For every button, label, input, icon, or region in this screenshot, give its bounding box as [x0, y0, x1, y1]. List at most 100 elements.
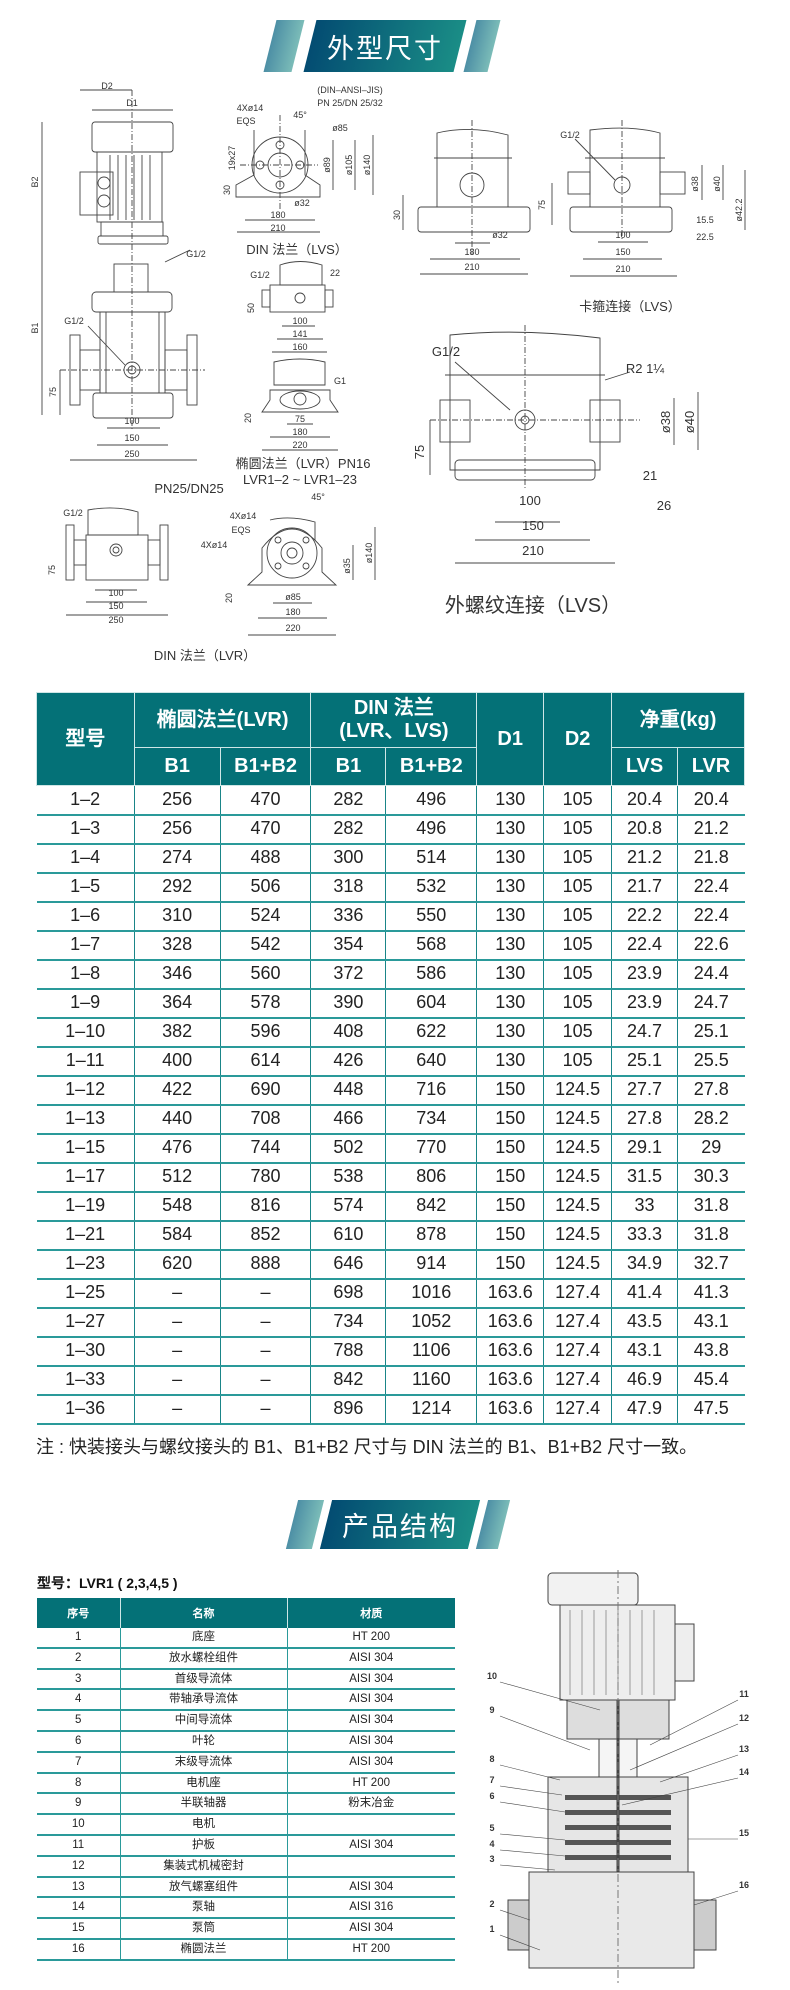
- header-din-line2: (LVR、LVS): [339, 720, 449, 742]
- table-cell: 1–10: [36, 1017, 135, 1048]
- dim-label: 4Xø14: [230, 511, 257, 521]
- table-cell: 1–6: [36, 901, 135, 932]
- part-material: AISI 304: [287, 1918, 455, 1940]
- table-row: 1–36– –896 1214 163.6 127.4 47.9 47.5: [36, 1394, 745, 1425]
- table-cell: 914: [385, 1249, 478, 1280]
- callout-number: 2: [489, 1899, 494, 1909]
- table-cell: 708: [219, 1104, 312, 1135]
- table-cell: 33: [611, 1191, 678, 1222]
- part-name: 电机座: [120, 1772, 288, 1795]
- table-cell: 20.4: [611, 785, 678, 816]
- table-cell: 596: [219, 1017, 312, 1048]
- table-cell: 105: [543, 785, 613, 816]
- table-cell: 163.6: [476, 1336, 545, 1367]
- dim-label: 250: [108, 615, 123, 625]
- table-cell: 23.9: [611, 988, 678, 1019]
- dim-label: 100: [124, 416, 139, 426]
- table-cell: 150: [476, 1220, 545, 1251]
- part-material: AISI 304: [287, 1647, 455, 1670]
- dim-label: 22.5: [696, 232, 714, 242]
- thread-connection-drawing: [429, 325, 699, 564]
- section-title: 产品结构: [342, 1512, 458, 1543]
- table-cell: –: [219, 1307, 312, 1338]
- dim-label: ø42.2: [734, 198, 744, 221]
- dim-label: 100: [615, 230, 630, 240]
- dim-label: 4Xø14: [201, 540, 228, 550]
- table-cell: 542: [219, 930, 312, 961]
- table-cell: 32.7: [677, 1249, 745, 1280]
- callout-number: 11: [739, 1689, 749, 1699]
- parts-row: 15 泵筒 AISI 304: [37, 1918, 455, 1940]
- dim-label: B1: [30, 322, 40, 333]
- header-model: 型号: [36, 692, 135, 786]
- parts-table: 序号 名称 材质 1 底座 HT 200 2 放水螺栓组件 AISI 304 3 首级导流体 A…: [37, 1598, 455, 1961]
- table-cell: 806: [385, 1162, 478, 1193]
- spec-section: 型号 椭圆法兰(LVR) DIN 法兰 (LVR、LVS) D1 D2 净重(kg…: [36, 692, 745, 1459]
- part-index: 2: [37, 1647, 121, 1670]
- main-pump-drawing: [41, 89, 205, 461]
- table-cell: 690: [219, 1075, 312, 1106]
- table-cell: 29.1: [611, 1133, 678, 1164]
- drawing-caption: DIN 法兰（LVR）: [154, 648, 256, 663]
- table-cell: 21.7: [611, 872, 678, 903]
- header-index: 序号: [37, 1598, 121, 1628]
- table-cell: 1160: [385, 1365, 478, 1396]
- table-cell: 440: [133, 1104, 221, 1135]
- table-cell: 496: [385, 785, 478, 816]
- parts-row: 2 放水螺栓组件 AISI 304: [37, 1647, 455, 1670]
- table-cell: 127.4: [543, 1394, 613, 1425]
- table-cell: 292: [133, 872, 221, 903]
- parts-row: 8 电机座 HT 200: [37, 1772, 455, 1795]
- dim-label: ø140: [364, 543, 374, 564]
- callout-number: 13: [739, 1744, 749, 1754]
- table-cell: –: [133, 1278, 221, 1309]
- table-cell: 22.6: [677, 930, 745, 961]
- table-cell: 124.5: [543, 1220, 613, 1251]
- dim-label: 100: [108, 588, 123, 598]
- dim-label: 20: [243, 413, 253, 423]
- table-cell: 734: [310, 1307, 387, 1338]
- table-cell: 1–21: [36, 1220, 135, 1251]
- table-cell: 282: [310, 814, 387, 845]
- part-name: 末级导流体: [120, 1751, 288, 1774]
- part-material: [287, 1855, 455, 1878]
- table-cell: 25.5: [677, 1046, 745, 1077]
- table-cell: 622: [385, 1017, 478, 1048]
- banner-stripe-right: [475, 1500, 511, 1549]
- table-cell: 105: [543, 988, 613, 1019]
- parts-row: 3 首级导流体 AISI 304: [37, 1668, 455, 1691]
- table-row: 1–25– –698 1016 163.6 127.4 41.4 41.3: [36, 1278, 745, 1309]
- table-row: 1–2 256 470 282 496 130 105 20.4 20.4: [36, 785, 745, 816]
- table-cell: –: [219, 1394, 312, 1425]
- drawing-caption: LVR1–2 ~ LVR1–23: [243, 472, 357, 487]
- dim-label: ø140: [362, 155, 372, 176]
- dim-label: 30: [222, 185, 232, 195]
- table-cell: 150: [476, 1133, 545, 1164]
- table-cell: 150: [476, 1104, 545, 1135]
- dim-label: ø32: [294, 198, 310, 208]
- table-cell: 22.4: [611, 930, 678, 961]
- table-cell: 1–11: [36, 1046, 135, 1077]
- table-cell: 744: [219, 1133, 312, 1164]
- table-cell: 1–36: [36, 1394, 135, 1425]
- table-cell: 124.5: [543, 1249, 613, 1280]
- dim-label: 150: [522, 518, 544, 533]
- drawing-caption: DIN 法兰（LVS）: [246, 242, 348, 257]
- table-cell: 20.4: [677, 785, 745, 816]
- dimension-spec-table: 型号 椭圆法兰(LVR) DIN 法兰 (LVR、LVS) D1 D2 净重(kg…: [36, 692, 745, 1425]
- table-cell: 574: [310, 1191, 387, 1222]
- callout-number: 15: [739, 1828, 749, 1838]
- table-cell: 127.4: [543, 1336, 613, 1367]
- drawing-caption: 卡箍连接（LVS）: [579, 299, 681, 314]
- table-cell: 105: [543, 1046, 613, 1077]
- table-cell: 382: [133, 1017, 221, 1048]
- table-cell: 610: [310, 1220, 387, 1251]
- section-banner-dimensions: 外型尺寸: [263, 20, 501, 72]
- dim-label: G1/2: [250, 270, 270, 280]
- table-cell: 1106: [385, 1336, 478, 1367]
- dim-label: 100: [292, 316, 307, 326]
- table-row: 1–15 476 744 502 770 150 124.5 29.1 29: [36, 1133, 745, 1164]
- table-cell: 105: [543, 872, 613, 903]
- parts-row: 10 电机: [37, 1814, 455, 1836]
- table-cell: 47.9: [611, 1394, 678, 1425]
